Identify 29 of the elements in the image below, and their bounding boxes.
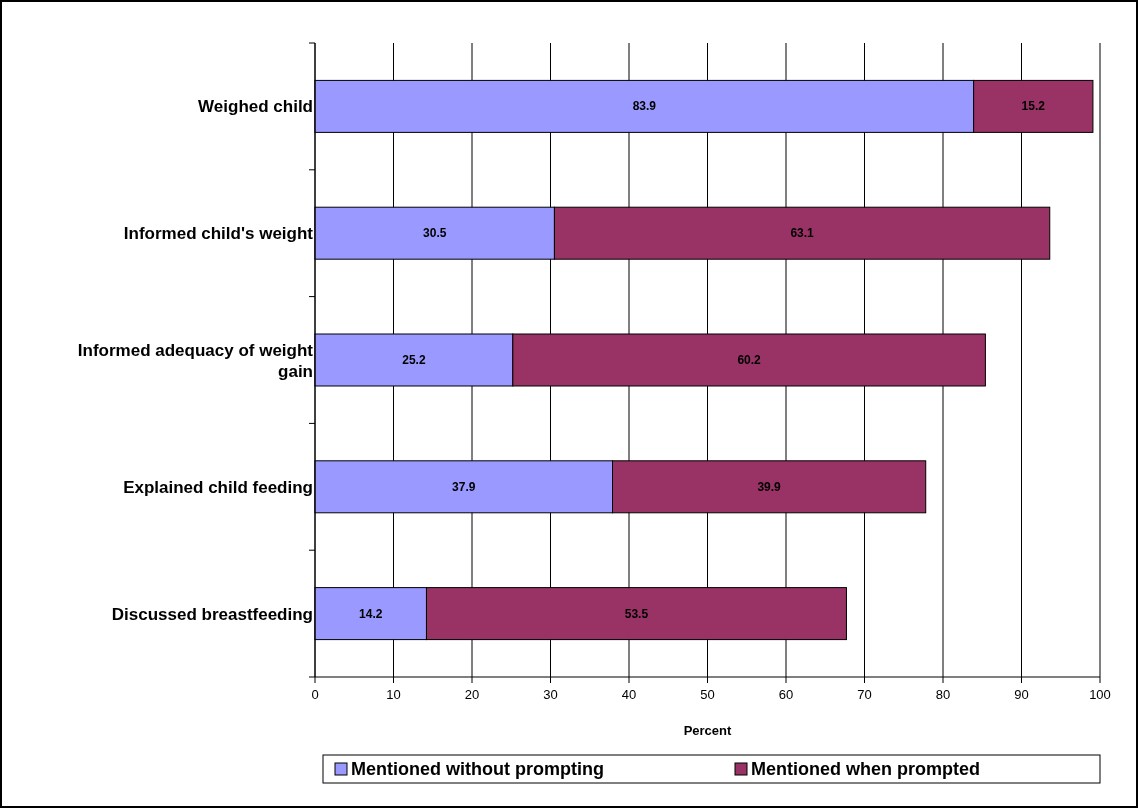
x-tick-label: 10: [386, 687, 401, 702]
x-tick-label: 0: [311, 687, 319, 702]
x-tick-label: 50: [700, 687, 715, 702]
x-tick-label: 80: [935, 687, 951, 702]
x-tick-label: 90: [1014, 687, 1029, 702]
y-tick-label: Informed adequacy of weight gain: [77, 340, 314, 381]
data-label: 15.2: [1021, 99, 1046, 114]
data-label: 14.2: [359, 606, 383, 621]
legend-label: Mentioned without prompting: [351, 759, 604, 779]
data-label: 39.9: [757, 479, 782, 494]
y-tick-label: Discussed breastfeeding: [111, 604, 313, 624]
data-label: 83.9: [632, 99, 657, 114]
y-tick-label: Explained child feeding: [123, 477, 313, 497]
x-axis-title: Percent: [683, 723, 733, 738]
x-tick-label: 40: [621, 687, 637, 702]
data-label: 60.2: [737, 353, 762, 367]
x-tick-label: 60: [778, 687, 794, 702]
x-tick-label: 30: [543, 687, 558, 702]
x-tick-label: 20: [464, 687, 480, 702]
data-label: 30.5: [423, 226, 447, 241]
x-tick-label: 100: [1089, 687, 1111, 702]
data-label: 53.5: [624, 606, 649, 621]
y-tick-label: Informed child's weight: [123, 224, 314, 244]
data-label: 63.1: [790, 226, 815, 241]
x-tick-label: 70: [857, 687, 872, 702]
legend-label: Mentioned when prompted: [751, 759, 980, 779]
data-label: 37.9: [452, 479, 476, 494]
y-tick-label: Weighed child: [198, 97, 313, 117]
data-label: 25.2: [402, 353, 426, 367]
